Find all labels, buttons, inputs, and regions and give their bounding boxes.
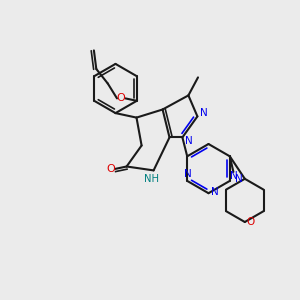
Text: N: N	[230, 171, 237, 181]
Text: NH: NH	[144, 174, 159, 184]
Text: N: N	[184, 169, 191, 179]
Text: N: N	[200, 108, 208, 118]
Text: O: O	[117, 93, 126, 103]
Text: N: N	[185, 136, 193, 146]
Text: N: N	[235, 174, 243, 184]
Text: N: N	[211, 187, 219, 197]
Text: O: O	[247, 217, 255, 227]
Text: O: O	[106, 164, 116, 174]
